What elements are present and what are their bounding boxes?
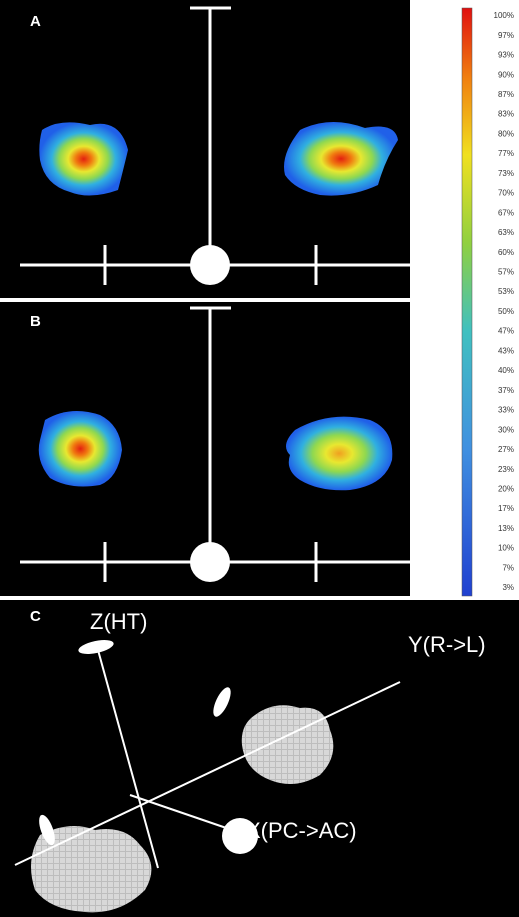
colorbar-label: 63%	[498, 228, 514, 237]
colorbar-label: 60%	[498, 248, 514, 257]
colorbar-label: 87%	[498, 90, 514, 99]
colorbar-label: 7%	[502, 563, 514, 572]
colorbar-label: 67%	[498, 208, 514, 217]
colorbar-label: 13%	[498, 524, 514, 533]
colorbar-label: 43%	[498, 346, 514, 355]
axis-label: Y(R->L)	[408, 632, 486, 657]
colorbar-label: 37%	[498, 386, 514, 395]
figure: A B 100% 97% 93% 90% 87% 83% 80% 77% 73% 70% 67% 63…	[0, 0, 519, 917]
colorbar-label: 3%	[502, 583, 514, 592]
colorbar-label: 70%	[498, 189, 514, 198]
axis-marker	[222, 818, 258, 854]
colorbar-label: 97%	[498, 31, 514, 40]
colorbar-label: 20%	[498, 484, 514, 493]
colorbar-label: 27%	[498, 445, 514, 454]
colorbar-label: 40%	[498, 366, 514, 375]
colorbar	[462, 8, 472, 596]
colorbar-label: 30%	[498, 425, 514, 434]
colorbar-label: 83%	[498, 110, 514, 119]
colorbar-label: 100%	[494, 11, 514, 20]
colorbar-label: 93%	[498, 51, 514, 60]
colorbar-label: 90%	[498, 70, 514, 79]
colorbar-label: 23%	[498, 465, 514, 474]
colorbar-label: 10%	[498, 544, 514, 553]
colorbar-label: 57%	[498, 268, 514, 277]
panel-label: C	[30, 608, 41, 625]
panel-label: B	[30, 313, 41, 330]
axis-label: Z(HT)	[90, 609, 147, 634]
panel-label: A	[30, 13, 41, 30]
colorbar-label: 33%	[498, 406, 514, 415]
colorbar-label: 73%	[498, 169, 514, 178]
axis-label: X(PC->AC)	[246, 818, 357, 843]
colorbar-label: 53%	[498, 287, 514, 296]
colorbar-label: 47%	[498, 327, 514, 336]
colorbar-label: 80%	[498, 129, 514, 138]
colorbar-label: 77%	[498, 149, 514, 158]
separator	[0, 298, 410, 302]
colorbar-label: 17%	[498, 504, 514, 513]
colorbar-label: 50%	[498, 307, 514, 316]
